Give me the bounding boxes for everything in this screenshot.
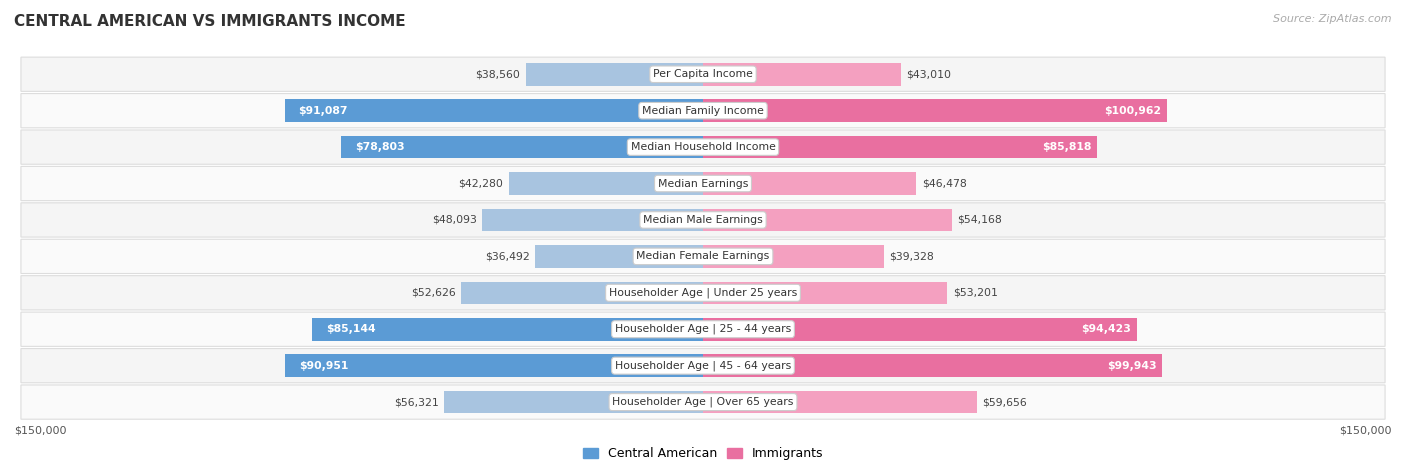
Text: $85,144: $85,144 bbox=[326, 324, 375, 334]
Text: Median Male Earnings: Median Male Earnings bbox=[643, 215, 763, 225]
Text: $100,962: $100,962 bbox=[1104, 106, 1161, 116]
Bar bbox=[703, 172, 917, 195]
Text: $90,951: $90,951 bbox=[299, 361, 349, 371]
Bar bbox=[703, 63, 900, 85]
Bar bbox=[509, 172, 703, 195]
Bar bbox=[703, 282, 948, 304]
FancyBboxPatch shape bbox=[21, 57, 1385, 92]
Text: $85,818: $85,818 bbox=[1042, 142, 1091, 152]
Text: $38,560: $38,560 bbox=[475, 69, 520, 79]
Text: $150,000: $150,000 bbox=[14, 426, 66, 436]
Text: Householder Age | 25 - 44 years: Householder Age | 25 - 44 years bbox=[614, 324, 792, 334]
Bar bbox=[536, 245, 703, 268]
Text: Median Family Income: Median Family Income bbox=[643, 106, 763, 116]
Bar bbox=[482, 209, 703, 231]
Text: $91,087: $91,087 bbox=[298, 106, 347, 116]
Text: $78,803: $78,803 bbox=[354, 142, 405, 152]
Text: $56,321: $56,321 bbox=[394, 397, 439, 407]
Text: Median Earnings: Median Earnings bbox=[658, 178, 748, 189]
Bar bbox=[461, 282, 703, 304]
FancyBboxPatch shape bbox=[21, 276, 1385, 310]
Text: Householder Age | 45 - 64 years: Householder Age | 45 - 64 years bbox=[614, 361, 792, 371]
FancyBboxPatch shape bbox=[21, 93, 1385, 128]
Legend: Central American, Immigrants: Central American, Immigrants bbox=[578, 442, 828, 465]
Text: $42,280: $42,280 bbox=[458, 178, 503, 189]
Bar bbox=[703, 136, 1097, 158]
Bar bbox=[703, 354, 1161, 377]
Text: Householder Age | Over 65 years: Householder Age | Over 65 years bbox=[612, 397, 794, 407]
Text: $52,626: $52,626 bbox=[411, 288, 456, 298]
Text: Householder Age | Under 25 years: Householder Age | Under 25 years bbox=[609, 288, 797, 298]
Text: $54,168: $54,168 bbox=[957, 215, 1002, 225]
Text: $39,328: $39,328 bbox=[889, 251, 934, 262]
Bar bbox=[703, 318, 1136, 340]
Text: $46,478: $46,478 bbox=[922, 178, 967, 189]
Bar bbox=[526, 63, 703, 85]
Text: $94,423: $94,423 bbox=[1081, 324, 1132, 334]
Text: $43,010: $43,010 bbox=[905, 69, 950, 79]
Text: Median Female Earnings: Median Female Earnings bbox=[637, 251, 769, 262]
Bar bbox=[312, 318, 703, 340]
Bar bbox=[703, 245, 883, 268]
FancyBboxPatch shape bbox=[21, 203, 1385, 237]
Text: Source: ZipAtlas.com: Source: ZipAtlas.com bbox=[1274, 14, 1392, 24]
FancyBboxPatch shape bbox=[21, 166, 1385, 201]
Bar bbox=[703, 209, 952, 231]
Text: $150,000: $150,000 bbox=[1340, 426, 1392, 436]
Text: $48,093: $48,093 bbox=[432, 215, 477, 225]
Bar bbox=[285, 354, 703, 377]
FancyBboxPatch shape bbox=[21, 312, 1385, 347]
Bar bbox=[342, 136, 703, 158]
Text: CENTRAL AMERICAN VS IMMIGRANTS INCOME: CENTRAL AMERICAN VS IMMIGRANTS INCOME bbox=[14, 14, 406, 29]
Text: $36,492: $36,492 bbox=[485, 251, 530, 262]
Text: Per Capita Income: Per Capita Income bbox=[652, 69, 754, 79]
Text: $53,201: $53,201 bbox=[953, 288, 998, 298]
Bar bbox=[284, 99, 703, 122]
Text: Median Household Income: Median Household Income bbox=[630, 142, 776, 152]
Bar bbox=[444, 391, 703, 413]
Text: $99,943: $99,943 bbox=[1107, 361, 1157, 371]
FancyBboxPatch shape bbox=[21, 385, 1385, 419]
FancyBboxPatch shape bbox=[21, 130, 1385, 164]
Text: $59,656: $59,656 bbox=[983, 397, 1028, 407]
FancyBboxPatch shape bbox=[21, 239, 1385, 274]
Bar bbox=[703, 99, 1167, 122]
FancyBboxPatch shape bbox=[21, 348, 1385, 383]
Bar bbox=[703, 391, 977, 413]
